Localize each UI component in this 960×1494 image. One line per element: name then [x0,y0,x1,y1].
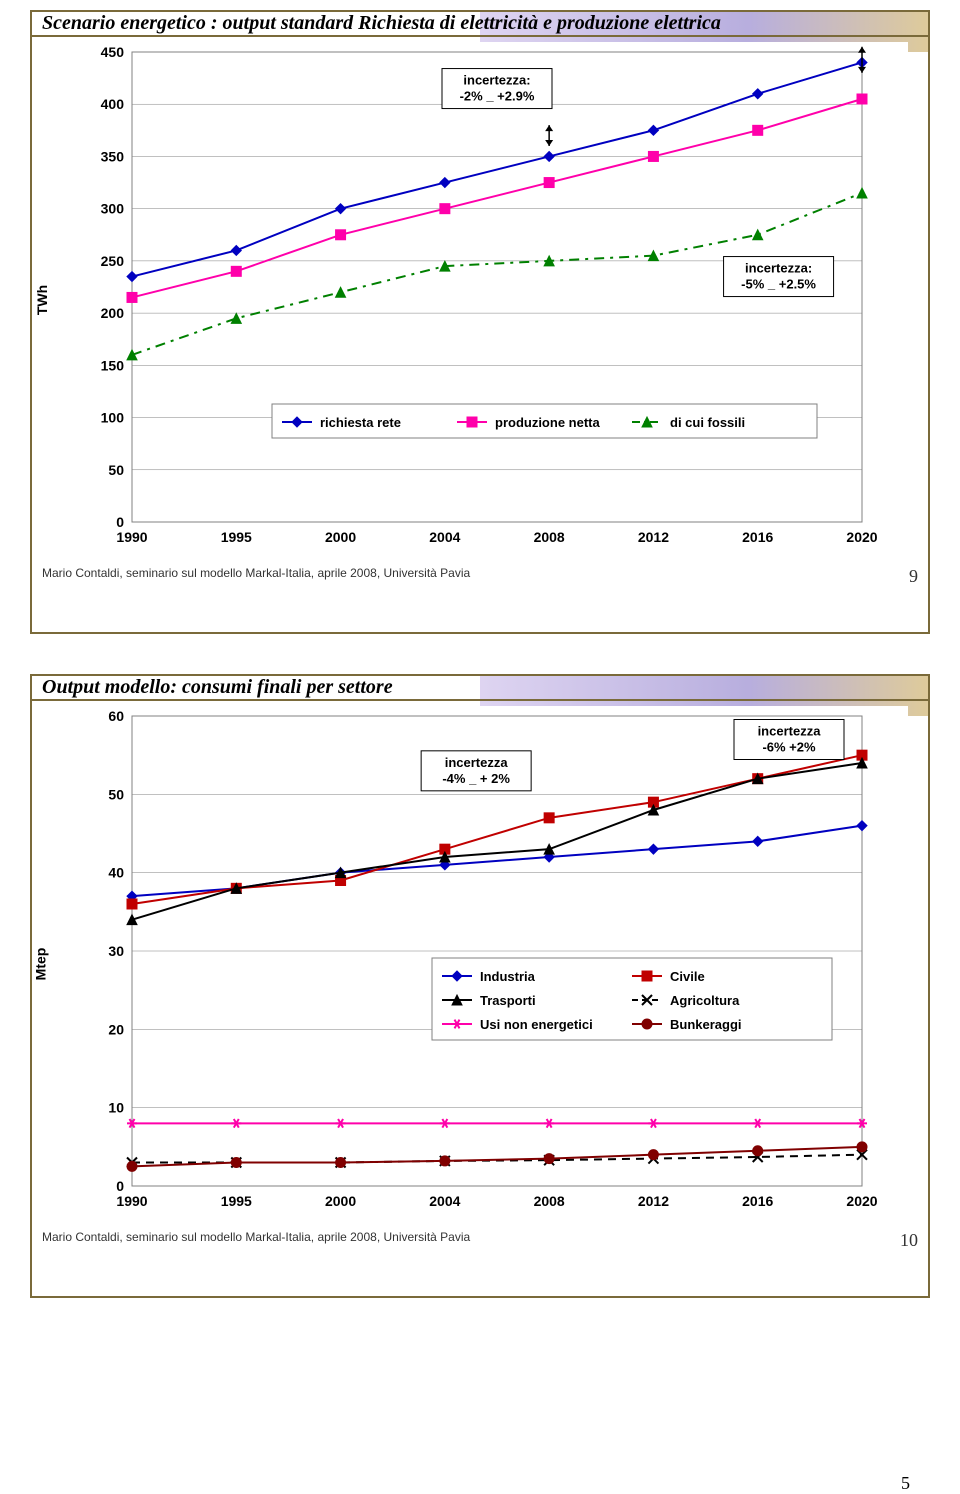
slide-2: Output modello: consumi finali per setto… [30,674,930,1298]
svg-text:60: 60 [108,708,124,724]
svg-text:incertezza:: incertezza: [463,73,530,88]
svg-text:350: 350 [101,148,125,164]
slide1-footer-text: Mario Contaldi, seminario sul modello Ma… [42,566,470,587]
svg-text:Trasporti: Trasporti [480,993,536,1008]
svg-text:450: 450 [101,44,125,60]
slide2-title: Output modello: consumi finali per setto… [32,676,928,701]
svg-text:50: 50 [108,462,124,478]
svg-text:-5% _ +2.5%: -5% _ +2.5% [741,277,816,292]
svg-text:100: 100 [101,410,125,426]
svg-text:2016: 2016 [742,529,773,545]
svg-text:1990: 1990 [116,529,147,545]
svg-text:2004: 2004 [429,1193,460,1209]
slide1-chart: 0 50 100 150 200 250 300 350 400 450 1990 1995 2000 2… [82,42,908,562]
svg-text:Civile: Civile [670,969,705,984]
svg-text:incertezza:: incertezza: [745,261,812,276]
svg-text:200: 200 [101,305,125,321]
svg-text:2008: 2008 [534,529,565,545]
svg-text:300: 300 [101,201,125,217]
svg-text:2000: 2000 [325,1193,356,1209]
svg-text:Bunkeraggi: Bunkeraggi [670,1017,742,1032]
svg-text:1995: 1995 [221,529,252,545]
svg-text:30: 30 [108,943,124,959]
slide2-footer: Mario Contaldi, seminario sul modello Ma… [32,1226,928,1259]
svg-text:incertezza: incertezza [445,755,509,770]
slide1-num: 9 [909,566,918,587]
svg-text:Agricoltura: Agricoltura [670,993,740,1008]
svg-text:incertezza: incertezza [758,724,822,739]
slide1-svg: 0 50 100 150 200 250 300 350 400 450 1990 1995 2000 2… [82,42,882,562]
svg-text:150: 150 [101,357,125,373]
svg-text:1990: 1990 [116,1193,147,1209]
svg-text:2008: 2008 [534,1193,565,1209]
svg-text:2000: 2000 [325,529,356,545]
slide2-num: 10 [900,1230,918,1251]
svg-text:2012: 2012 [638,529,669,545]
svg-text:10: 10 [108,1100,124,1116]
slide1-ylabel: TWh [34,285,50,315]
svg-text:-6% +2%: -6% +2% [762,740,816,755]
svg-text:2004: 2004 [429,529,460,545]
svg-text:400: 400 [101,96,125,112]
page-number: 5 [901,1473,910,1494]
slide-1: Scenario energetico : output standard Ri… [30,10,930,634]
svg-text:2012: 2012 [638,1193,669,1209]
svg-text:0: 0 [116,1178,124,1194]
svg-text:40: 40 [108,865,124,881]
svg-text:-4% _ + 2%: -4% _ + 2% [442,771,510,786]
svg-text:2020: 2020 [846,529,877,545]
svg-text:50: 50 [108,786,124,802]
slide1-title: Scenario energetico : output standard Ri… [32,12,928,37]
slide2-footer-text: Mario Contaldi, seminario sul modello Ma… [42,1230,470,1251]
slide1-footer: Mario Contaldi, seminario sul modello Ma… [32,562,928,595]
svg-text:1995: 1995 [221,1193,252,1209]
svg-text:richiesta rete: richiesta rete [320,415,401,430]
svg-text:di cui fossili: di cui fossili [670,415,745,430]
svg-text:-2% _ +2.9%: -2% _ +2.9% [460,89,535,104]
svg-text:Industria: Industria [480,969,536,984]
svg-text:produzione netta: produzione netta [495,415,600,430]
svg-text:20: 20 [108,1021,124,1037]
slide2-svg: 0 10 20 30 40 50 60 1990 1995 2000 2004 2008 2012 201… [82,706,882,1226]
svg-text:Usi non energetici: Usi non energetici [480,1017,593,1032]
slide2-chart: 0 10 20 30 40 50 60 1990 1995 2000 2004 2008 2012 201… [82,706,908,1226]
svg-text:2020: 2020 [846,1193,877,1209]
svg-text:2016: 2016 [742,1193,773,1209]
svg-text:250: 250 [101,253,125,269]
svg-text:0: 0 [116,514,124,530]
slide2-ylabel: Mtep [32,948,48,981]
